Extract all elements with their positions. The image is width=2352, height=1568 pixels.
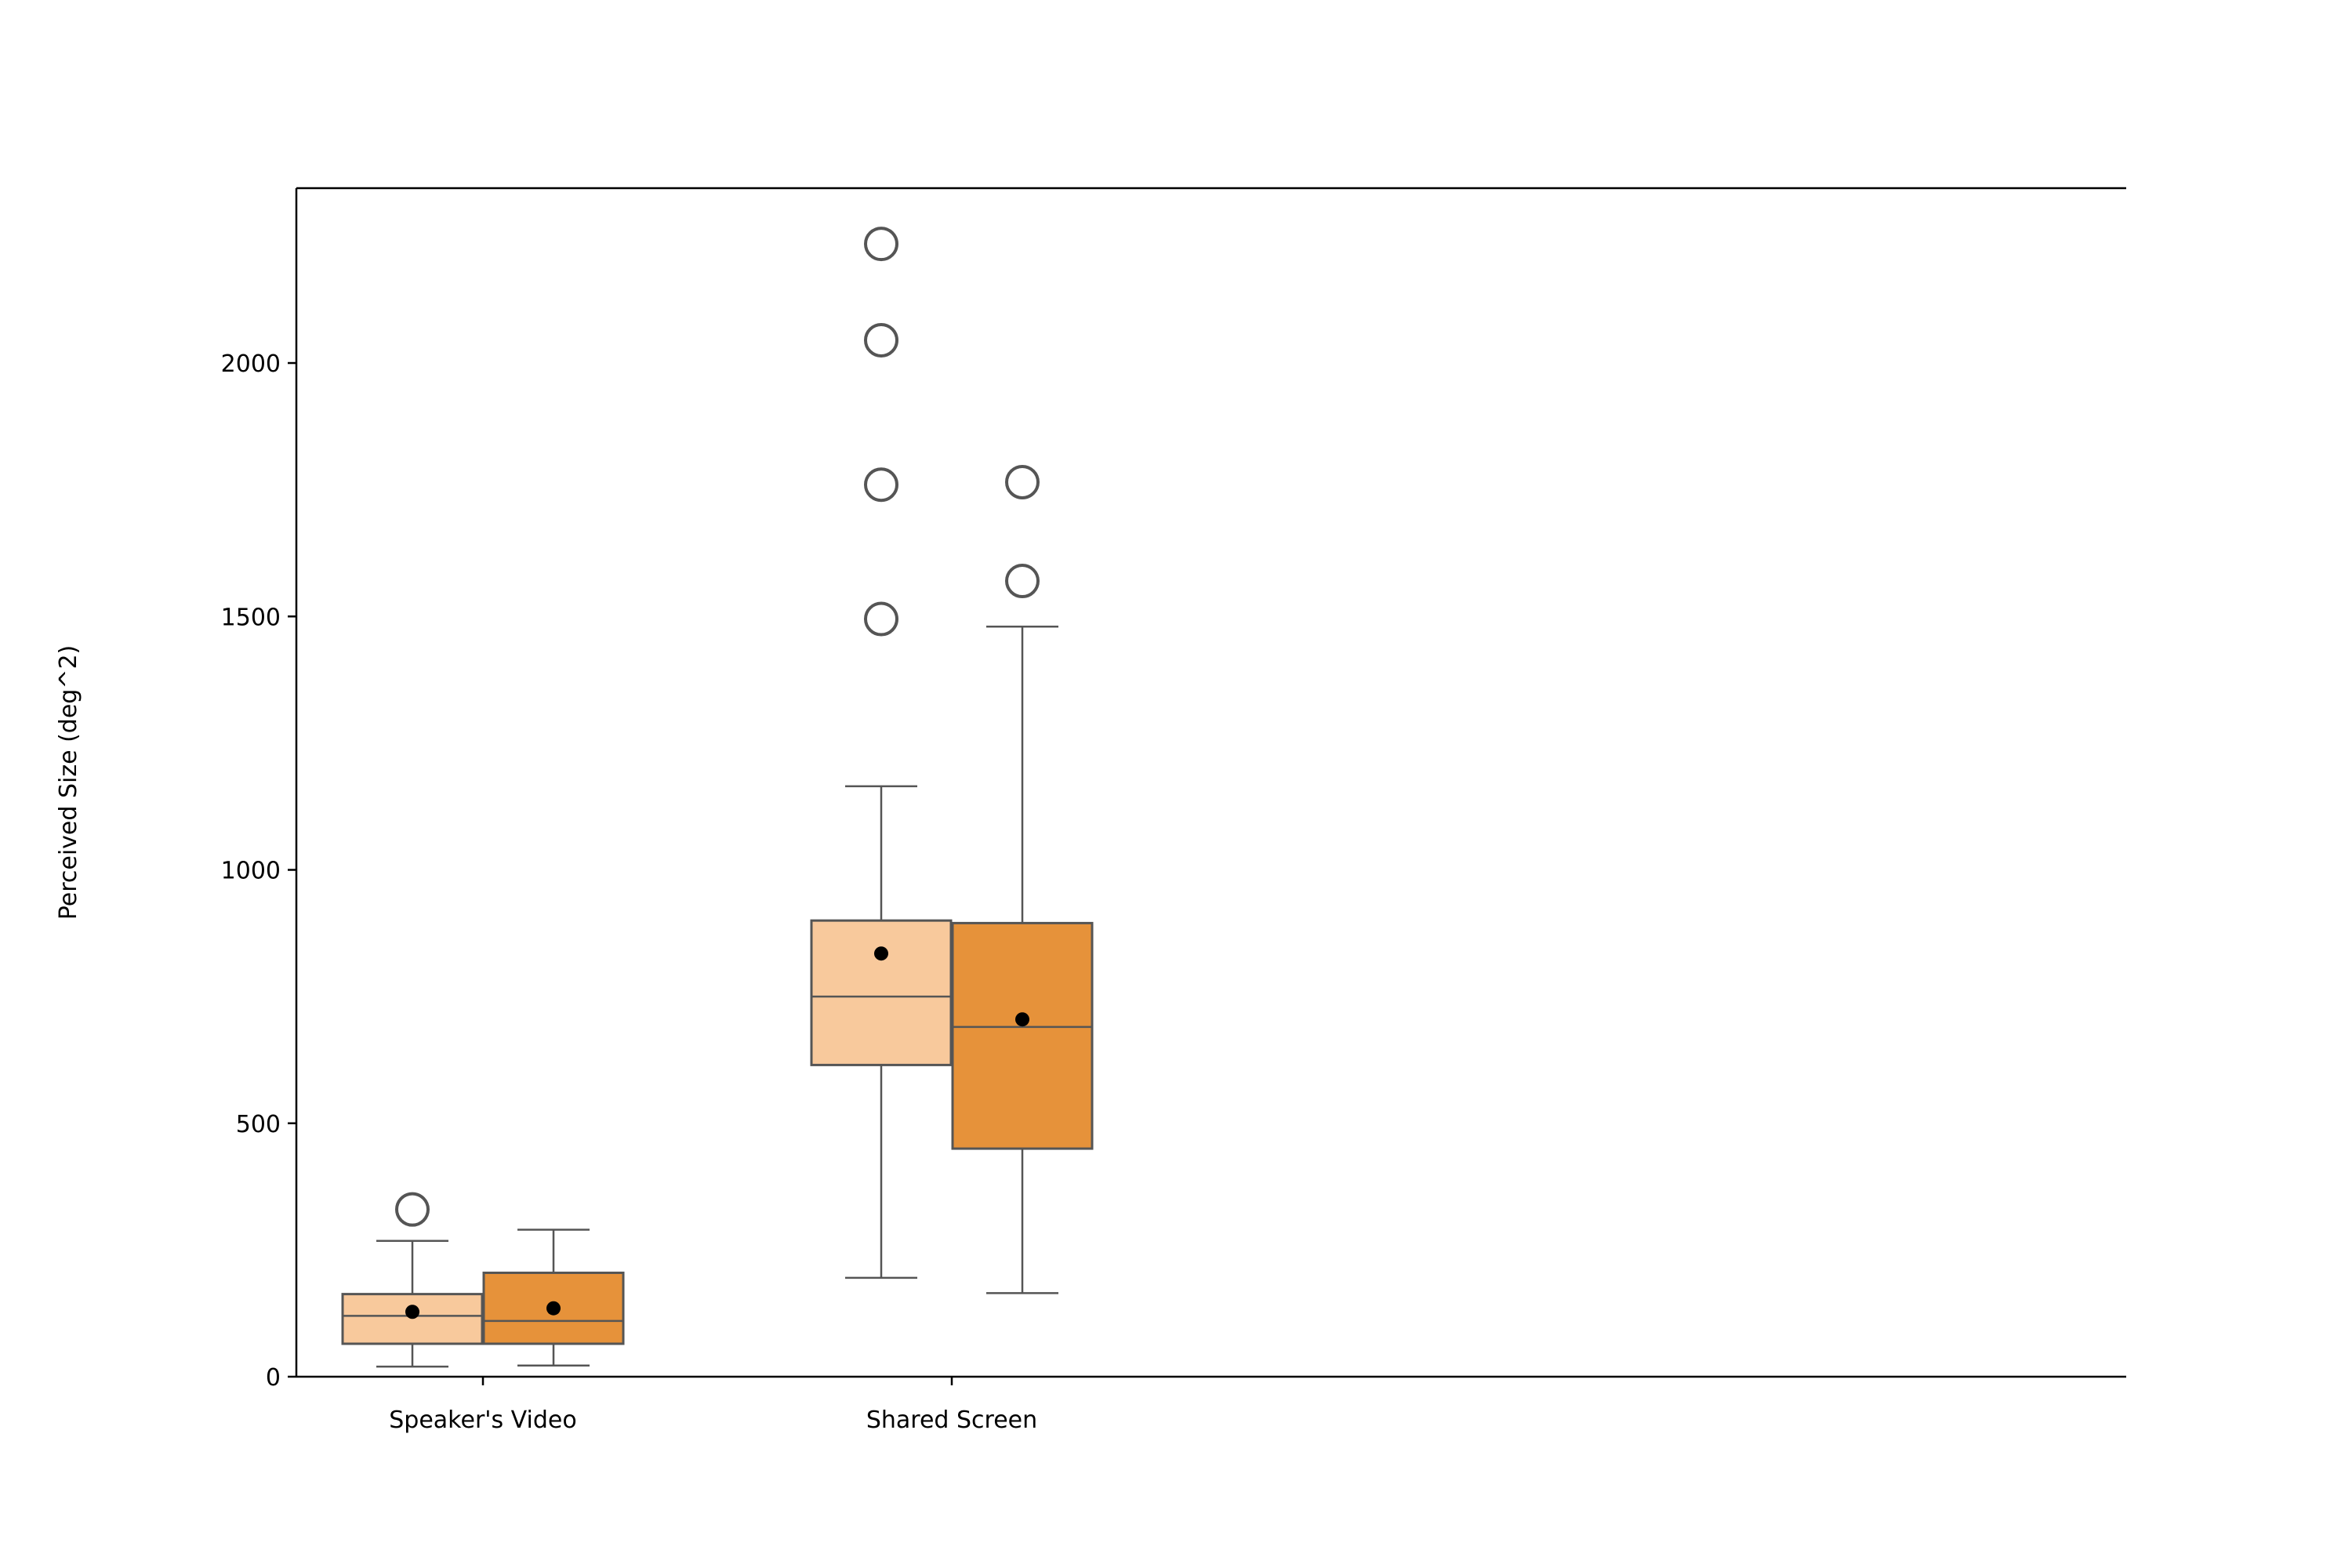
box-group bbox=[482, 1229, 625, 1367]
outlier-point bbox=[864, 601, 898, 637]
plot-area bbox=[341, 227, 1094, 1368]
mean-marker bbox=[546, 1301, 561, 1316]
box-group bbox=[341, 1192, 484, 1368]
x-tick-label: Speaker's Video bbox=[389, 1406, 577, 1434]
y-tick-label: 1000 bbox=[221, 858, 281, 885]
iqr-box bbox=[341, 1293, 484, 1345]
y-ticks: 0 500 1000 1500 2000 bbox=[221, 350, 296, 1392]
x-tick-label: Shared Screen bbox=[866, 1406, 1037, 1434]
mean-marker bbox=[874, 946, 888, 961]
y-tick-label: 1500 bbox=[221, 604, 281, 631]
iqr-box bbox=[810, 919, 953, 1066]
iqr-box bbox=[482, 1271, 625, 1345]
outlier-point bbox=[864, 322, 898, 358]
box-group bbox=[951, 464, 1094, 1294]
y-tick-label: 2000 bbox=[221, 350, 281, 378]
mean-marker bbox=[405, 1305, 419, 1319]
box-group bbox=[810, 227, 953, 1279]
iqr-box bbox=[951, 921, 1094, 1150]
outlier-point bbox=[1005, 564, 1040, 599]
y-tick-label: 0 bbox=[266, 1364, 281, 1392]
x-ticks: Speaker's Video Shared Screen bbox=[389, 1377, 1037, 1434]
outlier-point bbox=[395, 1192, 430, 1227]
outlier-point bbox=[864, 227, 898, 262]
mean-marker bbox=[1015, 1012, 1029, 1027]
y-tick-label: 500 bbox=[236, 1111, 281, 1138]
outlier-point bbox=[864, 467, 898, 503]
y-axis-title: Perceived Size (deg^2) bbox=[55, 645, 82, 920]
outlier-point bbox=[1005, 464, 1040, 499]
